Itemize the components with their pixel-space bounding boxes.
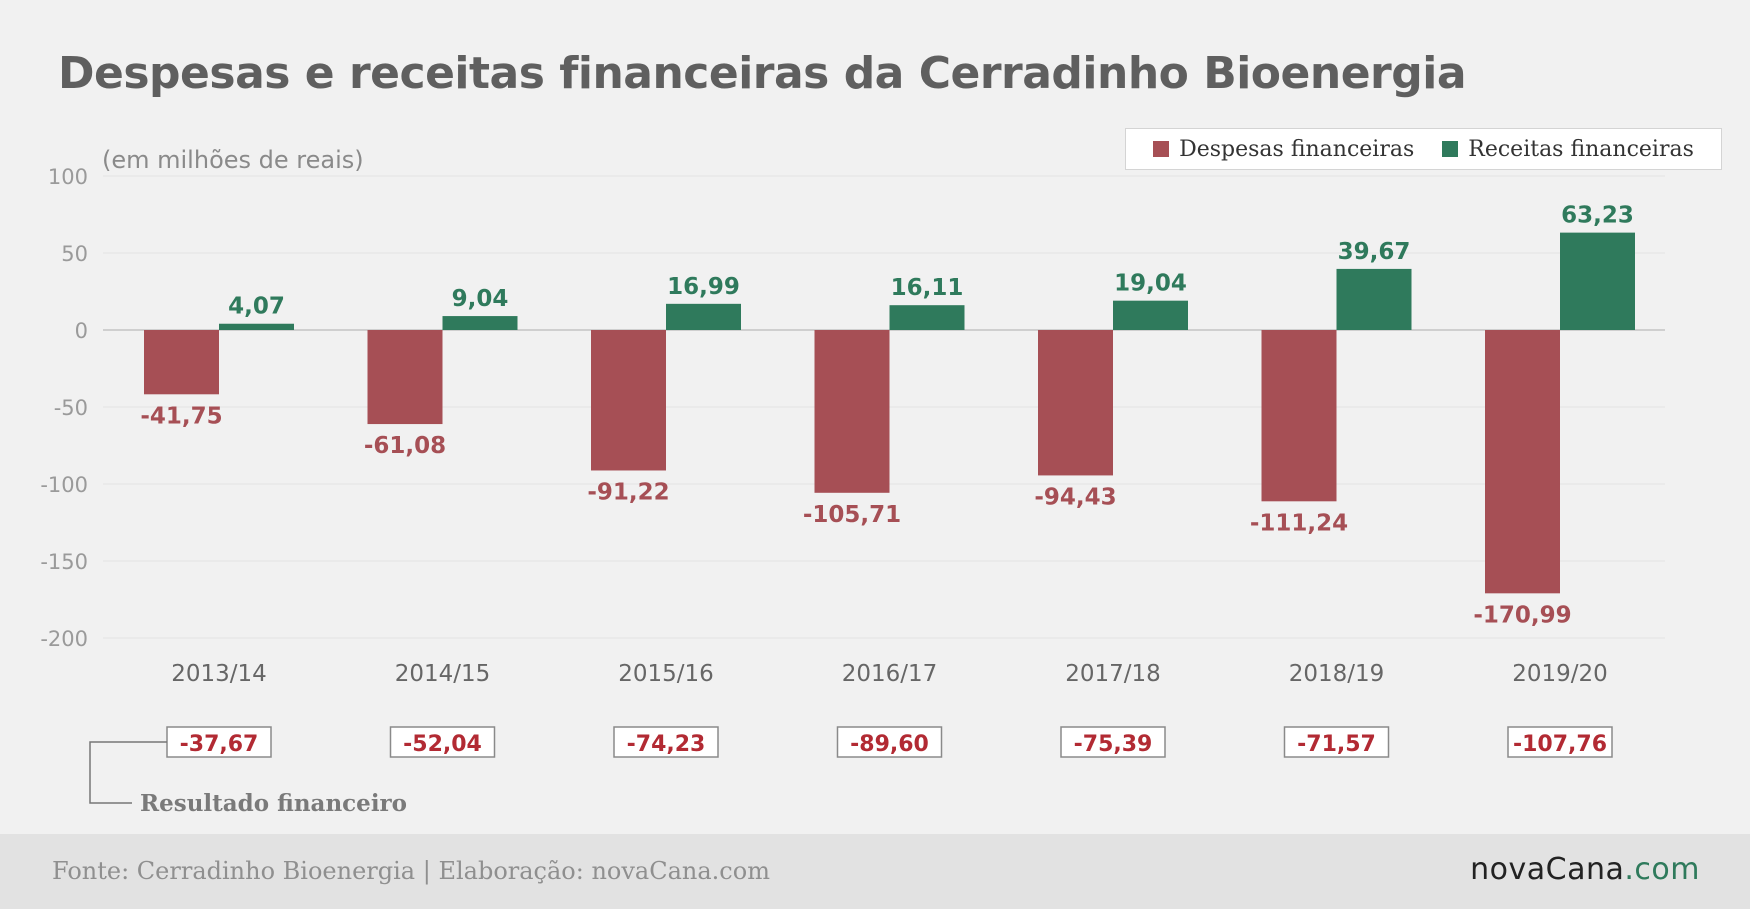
brand-suffix: com (1634, 852, 1700, 887)
y-tick-label: -150 (40, 550, 88, 574)
bar-expenses (1038, 330, 1113, 476)
x-tick-label: 2018/19 (1289, 661, 1385, 687)
x-tick-label: 2015/16 (618, 661, 714, 687)
data-label-revenue: 9,04 (452, 286, 509, 312)
brand-name: novaCana (1470, 852, 1625, 887)
data-label-expenses: -170,99 (1473, 602, 1571, 628)
result-connector (89, 741, 167, 804)
x-tick-label: 2013/14 (171, 661, 267, 687)
data-label-revenue: 63,23 (1561, 203, 1634, 229)
result-box (166, 726, 272, 758)
result-box (1283, 726, 1390, 758)
x-tick-label: 2019/20 (1512, 661, 1608, 687)
bar-revenue (1560, 232, 1635, 330)
bar-expenses (1261, 330, 1337, 502)
data-label-expenses: -91,22 (587, 479, 669, 505)
x-tick-label: 2014/15 (395, 661, 491, 687)
bar-expenses (367, 330, 443, 425)
result-value: -107,76 (1513, 732, 1607, 757)
result-box (836, 726, 943, 758)
x-tick-label: 2016/17 (842, 661, 938, 687)
x-tick-label: 2017/18 (1065, 661, 1161, 687)
legend: Despesas financeiras Receitas financeira… (1125, 128, 1722, 170)
data-label-expenses: -94,43 (1034, 484, 1116, 510)
result-box (613, 726, 719, 758)
chart-title: Despesas e receitas financeiras da Cerra… (58, 48, 1467, 99)
data-label-expenses: -41,75 (140, 403, 222, 429)
data-label-revenue: 4,07 (228, 294, 285, 320)
bar-chart: 100 50 0 -50 -100 -150 -200 -41,75 4,07 2013/14 -3… (40, 165, 1665, 817)
data-label-revenue: 16,99 (667, 274, 740, 300)
y-tick-label: 50 (61, 242, 88, 266)
source-note: Fonte: Cerradinho Bioenergia | Elaboraçã… (52, 857, 770, 885)
bar-expenses (591, 330, 666, 471)
data-label-revenue: 16,11 (891, 275, 964, 301)
result-value: -75,39 (1074, 732, 1153, 757)
legend-swatch-expenses (1153, 141, 1170, 157)
y-tick-label: -200 (40, 627, 88, 651)
result-value: -89,60 (850, 732, 929, 757)
bar-expenses (1485, 330, 1560, 594)
bar-revenue (666, 303, 741, 330)
bar-expenses (814, 330, 890, 493)
bar-revenue (1113, 300, 1188, 330)
result-box (389, 726, 496, 758)
bar-revenue (219, 323, 294, 330)
legend-label-expenses: Despesas financeiras (1179, 136, 1415, 162)
y-tick-label: -50 (54, 396, 88, 420)
result-box (1507, 726, 1613, 758)
y-tick-label: 0 (75, 319, 88, 343)
bar-revenue (442, 316, 518, 330)
brand-logo: novaCana.com (1470, 852, 1700, 887)
legend-item-revenue: Receitas financeiras (1442, 137, 1694, 162)
result-value: -37,67 (180, 732, 259, 757)
data-label-expenses: -105,71 (803, 502, 901, 528)
brand-dot: . (1624, 852, 1635, 887)
result-label: Resultado financeiro (140, 790, 407, 817)
bar-revenue (1336, 268, 1412, 330)
data-label-revenue: 39,67 (1338, 239, 1411, 265)
footer (0, 834, 1750, 909)
result-value: -74,23 (627, 732, 706, 757)
unit-note: (em milhões de reais) (102, 146, 364, 174)
result-box (1060, 726, 1166, 758)
data-label-expenses: -61,08 (364, 433, 446, 459)
y-tick-label: -100 (40, 473, 88, 497)
result-value: -52,04 (403, 732, 482, 757)
result-value: -71,57 (1297, 732, 1376, 757)
bar-revenue (889, 305, 965, 330)
legend-item-expenses: Despesas financeiras (1153, 137, 1414, 162)
y-tick-label: 100 (48, 165, 88, 189)
bar-expenses (144, 330, 219, 395)
data-label-expenses: -111,24 (1250, 510, 1348, 536)
legend-swatch-revenue (1442, 141, 1459, 157)
data-label-revenue: 19,04 (1114, 271, 1187, 297)
legend-label-revenue: Receitas financeiras (1468, 136, 1694, 162)
